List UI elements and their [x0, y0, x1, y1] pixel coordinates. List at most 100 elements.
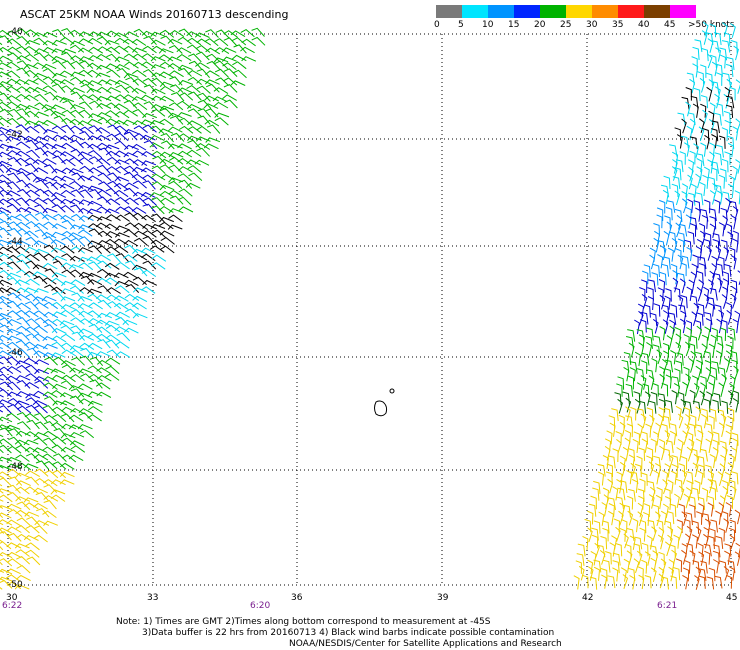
wind-barb: [604, 438, 612, 453]
wind-barb: [628, 342, 635, 358]
wind-barb: [24, 381, 40, 389]
wind-barb: [671, 455, 679, 469]
wind-barb: [88, 125, 103, 134]
wind-barb: [729, 247, 736, 262]
wind-barb: [132, 191, 148, 198]
wind-barb: [178, 179, 193, 189]
wind-barb: [5, 85, 21, 94]
wind-barb: [70, 104, 85, 110]
wind-barb: [42, 510, 57, 519]
wind-barb: [0, 129, 4, 134]
wind-barb: [87, 365, 102, 374]
wind-barb: [15, 309, 31, 318]
wind-barb: [627, 329, 636, 342]
wind-barb: [131, 96, 147, 102]
wind-barb: [701, 214, 709, 229]
wind-barb: [6, 503, 22, 510]
wind-barb: [686, 327, 693, 342]
wind-barb: [664, 368, 672, 382]
wind-barb: [656, 207, 664, 221]
wind-barb: [716, 144, 724, 158]
wind-barb: [16, 28, 31, 37]
lon-label: 33: [147, 593, 159, 603]
wind-barb: [178, 206, 194, 213]
wind-barb: [617, 376, 625, 390]
wind-barb: [8, 108, 23, 118]
wind-barb: [142, 223, 158, 230]
wind-barb: [43, 478, 58, 487]
wind-barb: [636, 455, 643, 470]
wind-barb: [78, 101, 93, 111]
wind-barb: [0, 568, 13, 575]
wind-barb: [615, 526, 621, 542]
wind-barb: [684, 341, 691, 357]
wind-barb: [132, 108, 147, 118]
wind-barb: [97, 196, 111, 205]
wind-barb: [723, 263, 732, 277]
wind-barb: [722, 271, 729, 285]
wind-barb: [646, 369, 655, 382]
wind-barb: [179, 92, 194, 101]
wind-barb: [621, 359, 630, 373]
wind-barb: [123, 131, 138, 141]
wind-barb: [88, 167, 103, 175]
wind-barb: [718, 502, 725, 517]
wind-barb: [187, 108, 202, 117]
wind-barb: [634, 319, 640, 335]
wind-barb: [42, 391, 58, 398]
wind-barb: [86, 272, 102, 279]
wind-barb: [44, 181, 59, 190]
wind-barb: [115, 285, 130, 294]
wind-barb: [33, 120, 49, 127]
wind-barb: [708, 79, 715, 94]
wind-barb: [705, 318, 712, 333]
pass-time: 6:22: [2, 601, 23, 611]
wind-barb: [712, 544, 721, 558]
wind-barb: [77, 120, 93, 127]
wind-barb: [6, 78, 22, 86]
wind-barb: [17, 188, 31, 198]
scale-seg-5: [566, 5, 592, 18]
wind-barb: [133, 230, 149, 238]
scale-label: 35: [612, 20, 624, 30]
wind-barb: [41, 277, 57, 285]
wind-barb: [89, 379, 103, 389]
wind-barb: [708, 470, 715, 485]
wind-barb: [0, 329, 4, 333]
wind-barb: [150, 39, 166, 46]
wind-barb: [0, 211, 12, 221]
wind-barb: [0, 312, 12, 318]
wind-barb: [106, 166, 121, 174]
wind-barb: [50, 78, 66, 85]
wind-barb: [151, 254, 167, 262]
wind-barb: [719, 47, 728, 61]
wind-barb: [188, 172, 203, 181]
wind-barb: [636, 550, 643, 566]
wind-barb: [672, 159, 678, 174]
wind-barb: [675, 248, 682, 262]
wind-barb: [722, 286, 729, 301]
wind-barb: [167, 62, 183, 71]
wind-barb: [673, 382, 680, 398]
wind-barb: [7, 491, 22, 501]
wind-barb: [69, 224, 85, 230]
wind-barb: [123, 206, 138, 215]
wind-barb: [671, 237, 678, 253]
wind-barb: [675, 341, 682, 357]
wind-barb: [627, 495, 634, 510]
wind-barb: [88, 261, 102, 271]
wind-barb: [79, 189, 94, 199]
wind-barb: [701, 30, 708, 45]
wind-barb: [720, 454, 727, 470]
wind-barb: [78, 247, 93, 253]
wind-barb: [6, 197, 21, 207]
wind-barb: [7, 261, 22, 270]
wind-barb: [150, 223, 166, 230]
wind-barb: [672, 176, 681, 190]
wind-barb: [34, 211, 50, 221]
wind-barb: [6, 519, 21, 527]
wind-barb: [0, 101, 12, 110]
wind-barb: [696, 166, 703, 181]
wind-barb: [15, 525, 30, 534]
wind-barb: [697, 542, 704, 557]
